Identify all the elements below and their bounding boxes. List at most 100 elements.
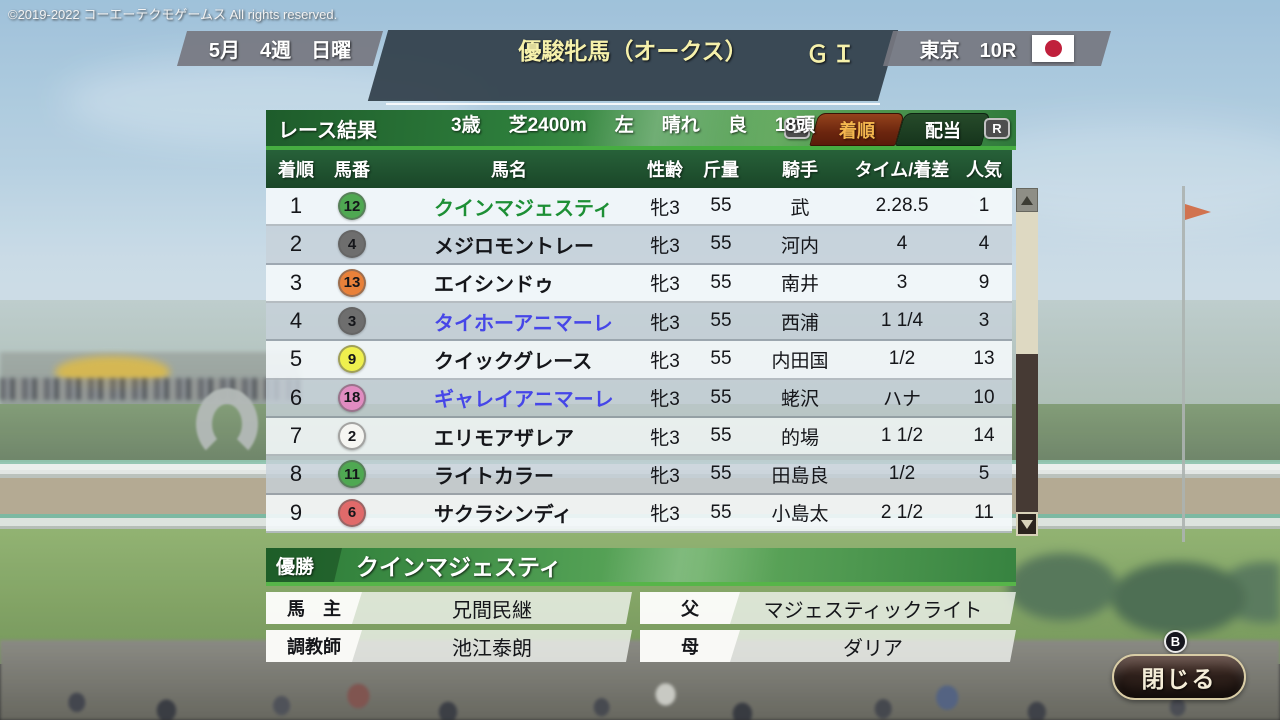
carried-weight: 55 [710, 310, 732, 332]
jockey-name: 南井 [780, 274, 819, 296]
background-orange-flag [1185, 204, 1211, 220]
horse-number-cell: 6 [326, 495, 378, 531]
carried-weight: 55 [710, 195, 732, 217]
horse-number-cell: 4 [326, 226, 378, 262]
scroll-thumb[interactable] [1016, 212, 1038, 354]
race-info-box: 優駿牝馬（オークス） ＧＩ 3歳 芝2400m 左 晴れ 良 18頭 [378, 30, 888, 136]
carried-weight: 55 [710, 271, 732, 293]
race-condition: 晴れ [661, 115, 700, 136]
sire-name: マジェスティックライト [763, 599, 983, 622]
owner-label: 馬 主 [266, 592, 362, 624]
sex-age: 牝3 [650, 312, 680, 334]
race-condition: 芝2400m [508, 115, 587, 136]
horse-number-cell: 13 [326, 265, 378, 301]
winner-label: 優勝 [276, 556, 315, 578]
panel-accent-line [266, 146, 1016, 150]
arrow-down-icon [1021, 519, 1033, 529]
horse-number-cell: 12 [326, 188, 378, 224]
horse-name: クイックグレース [434, 350, 593, 373]
horse-number-badge: 11 [338, 460, 366, 489]
tab-label: 配当 [925, 120, 961, 141]
time-or-margin: 3 [896, 271, 908, 293]
carried-weight: 55 [710, 463, 732, 485]
horse-name: エリモアザレア [434, 427, 574, 450]
time-or-margin: ハナ [882, 389, 921, 411]
result-row: 7 2 エリモアザレア 牝3 55 的場 1 1/2 14 [266, 417, 1012, 457]
race-condition: 良 [727, 115, 747, 136]
horse-name: ライトカラー [434, 465, 554, 488]
l-bumper-button[interactable]: L [784, 118, 810, 139]
scroll-down-button[interactable] [1016, 512, 1038, 536]
race-date: 5月 4週 日曜 [208, 40, 352, 62]
background-trees [990, 535, 1280, 650]
close-button[interactable]: 閉じる [1112, 654, 1246, 700]
winner-label-patch [266, 548, 342, 582]
race-title-row: 優駿牝馬（オークス） ＧＩ [378, 30, 888, 68]
flag-sun-disc [1044, 40, 1062, 57]
popularity-rank: 9 [978, 271, 990, 293]
horse-name: メジロモントレー [434, 235, 594, 258]
race-name: 優駿牝馬（オークス） [518, 37, 748, 64]
horse-number-cell: 9 [326, 341, 378, 377]
results-table-body: 1 12 クインマジェスティ 牝3 55 武 2.28.5 1 2 4 メジロモントレー 牝3 55 河内… [266, 188, 1012, 533]
carried-weight: 55 [710, 348, 732, 370]
japan-flag-icon [1032, 35, 1075, 62]
sex-age: 牝3 [650, 389, 680, 411]
horse-number-badge: 9 [338, 345, 366, 374]
jockey-name: 的場 [780, 427, 819, 449]
carried-weight: 55 [710, 233, 732, 255]
tab-payouts[interactable]: 配当 [900, 113, 986, 146]
jockey-name: 田島良 [771, 465, 829, 487]
tab-finish-order[interactable]: 着順 [814, 113, 900, 146]
jockey-name: 内田国 [771, 350, 829, 372]
column-header: タイム/着差 [854, 160, 950, 180]
popularity-rank: 10 [973, 386, 995, 408]
carried-weight: 55 [710, 386, 732, 408]
dam-box: 母 ダリア [640, 630, 1016, 662]
results-panel-header: レース結果 L 着順 配当 R [266, 110, 1016, 146]
scrollbar[interactable] [1016, 188, 1038, 536]
sex-age: 牝3 [650, 235, 680, 257]
r-bumper-button[interactable]: R [984, 118, 1010, 139]
scroll-up-button[interactable] [1016, 188, 1038, 212]
result-row: 6 18 ギャレイアニマーレ 牝3 55 蛯沢 ハナ 10 [266, 379, 1012, 418]
time-or-margin: 1 1/2 [880, 425, 924, 447]
time-or-margin: 2 1/2 [880, 501, 924, 523]
result-row: 1 12 クインマジェスティ 牝3 55 武 2.28.5 1 [266, 188, 1012, 227]
jockey-name: 小島太 [771, 504, 829, 526]
horse-number-cell: 2 [326, 418, 378, 454]
horse-name: クインマジェスティ [434, 197, 613, 220]
owner-box: 馬 主 兄間民継 [266, 592, 632, 624]
horse-number-cell: 18 [326, 380, 378, 416]
horse-name: ギャレイアニマーレ [434, 389, 614, 412]
popularity-rank: 14 [973, 425, 995, 447]
column-header: 馬名 [491, 160, 527, 180]
sex-age: 牝3 [650, 427, 680, 449]
finish-position: 5 [289, 346, 303, 372]
trainer-box: 調教師 池江泰朗 [266, 630, 632, 662]
result-row: 9 6 サクラシンディ 牝3 55 小島太 2 1/2 11 [266, 494, 1012, 533]
horse-number-badge: 13 [338, 268, 366, 297]
horse-number-badge: 2 [338, 422, 366, 451]
jockey-name: 蛯沢 [780, 389, 819, 411]
horse-number-badge: 18 [338, 383, 366, 412]
finish-position: 6 [289, 384, 303, 410]
column-header: 馬番 [334, 160, 370, 180]
popularity-rank: 3 [978, 310, 990, 332]
time-or-margin: 1/2 [888, 348, 916, 370]
carried-weight: 55 [710, 501, 732, 523]
dam-name: ダリア [843, 637, 903, 660]
background-pole [1182, 186, 1185, 542]
owner-name: 兄間民継 [452, 599, 532, 622]
race-date-box: 5月 4週 日曜 [182, 31, 378, 66]
race-grade-badge: ＧＩ [806, 41, 858, 67]
sex-age: 牝3 [650, 465, 680, 487]
popularity-rank: 13 [973, 348, 995, 370]
time-or-margin: 4 [896, 233, 908, 255]
time-or-margin: 1/2 [888, 463, 916, 485]
horse-name: エイシンドゥ [434, 274, 554, 297]
horse-number-cell: 11 [326, 456, 378, 492]
horse-number-badge: 12 [338, 192, 366, 221]
winner-bar: 優勝 クインマジェスティ [266, 548, 1016, 582]
column-header: 騎手 [782, 160, 818, 180]
